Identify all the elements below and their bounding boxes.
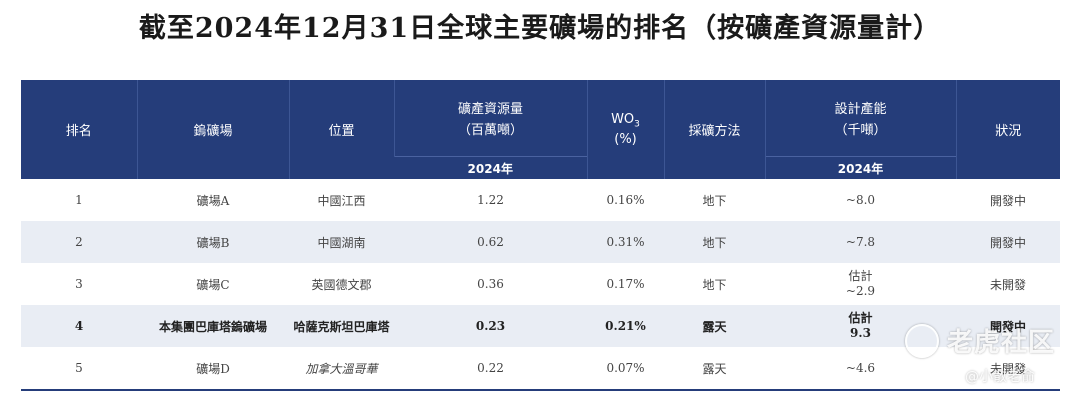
header-resource-line2: （百萬噸） [457, 123, 523, 138]
table-row-highlight: 4 本集團巴庫塔鎢礦場 哈薩克斯坦巴庫塔 0.23 0.21% 露天 估計 9.3… [21, 305, 1060, 347]
cell-capacity-line1: ~4.6 [845, 360, 876, 375]
cell-method: 露天 [664, 347, 765, 391]
cell-status: 開發中 [956, 305, 1060, 347]
header-rank: 排名 [21, 80, 137, 179]
cell-location: 中國湖南 [289, 221, 394, 263]
cell-status: 未開發 [989, 277, 1026, 292]
cell-wo3: 0.31% [587, 221, 664, 263]
header-resource-line1: 礦產資源量 [457, 102, 523, 117]
table-row: 5 礦場D 加拿大溫哥華 0.22 0.07% 露天 ~4.6 未開發 [21, 347, 1060, 391]
watermark-brand: 老虎社区 [947, 328, 1056, 358]
cell-method: 地下 [702, 193, 727, 208]
cell-resource: 1.22 [477, 193, 504, 207]
cell-status: 未開發 [956, 347, 1060, 391]
cell-location: 哈薩克斯坦巴庫塔 [289, 305, 394, 347]
cell-mine: 礦場A [196, 193, 230, 208]
header-method: 採礦方法 [663, 80, 765, 179]
watermark-handle: @小散老俞 [965, 369, 1035, 385]
header-capacity: 設計產能 （千噸） [764, 80, 956, 157]
header-capacity-year: 2024年 [764, 156, 956, 179]
table-row: 1 礦場A 中國江西 1.22 0.16% 地下 ~8.0 開發中 [21, 179, 1060, 221]
cell-mine: 礦場B [137, 221, 289, 263]
cell-rank: 5 [21, 347, 137, 391]
header-wo3: WO3 (%) [586, 80, 664, 179]
header-capacity-line1: 設計產能 [834, 102, 887, 117]
cell-wo3: 0.07% [587, 347, 664, 391]
header-resource: 礦產資源量 （百萬噸） [393, 80, 587, 157]
header-wo3-main: WO [611, 112, 635, 128]
cell-resource: 0.36 [477, 277, 504, 291]
cell-capacity-line1: ~8.0 [845, 192, 876, 207]
cell-wo3: 0.21% [587, 305, 664, 347]
watermark: 老虎社区 @小散老俞 [905, 322, 1075, 392]
cell-capacity-line1: 估計 [848, 311, 873, 325]
cell-rank: 2 [21, 221, 137, 263]
cell-capacity-line1: 估計 [848, 269, 873, 283]
cell-rank: 3 [75, 277, 83, 291]
header-mine: 鎢礦場 [136, 80, 289, 179]
cell-rank: 1 [75, 193, 83, 207]
cell-wo3: 0.16% [606, 193, 645, 207]
ranking-table-container: 排名 鎢礦場 位置 礦產資源量 （百萬噸） WO3 (%) 採礦方法 設計產能 … [21, 80, 1060, 391]
cell-capacity: ~4.6 [765, 347, 956, 391]
cell-mine: 本集團巴庫塔鎢礦場 [137, 305, 289, 347]
cell-resource: 0.22 [394, 347, 587, 391]
cell-method: 露天 [664, 305, 765, 347]
cell-location: 中國江西 [317, 193, 366, 208]
cell-location: 英國德文郡 [311, 277, 372, 292]
cell-status: 開發中 [956, 221, 1060, 263]
watermark-logo-icon [905, 324, 939, 358]
page-title: 截至2024年12月31日全球主要礦場的排名（按礦產資源量計） [138, 13, 942, 44]
cell-rank: 4 [21, 305, 137, 347]
header-status: 狀況 [955, 80, 1060, 179]
cell-mine: 礦場D [137, 347, 289, 391]
cell-wo3: 0.17% [606, 277, 645, 291]
header-location: 位置 [288, 80, 394, 179]
header-resource-year: 2024年 [394, 156, 587, 179]
mine-ranking-table: 排名 鎢礦場 位置 礦產資源量 （百萬噸） WO3 (%) 採礦方法 設計產能 … [21, 80, 1060, 391]
table-row: 3 礦場C 英國德文郡 0.36 0.17% 地下 估計 ~2.9 未開發 [21, 263, 1060, 305]
header-capacity-line2: （千噸） [834, 123, 887, 138]
cell-resource: 0.23 [394, 305, 587, 347]
cell-location: 加拿大溫哥華 [289, 347, 394, 391]
table-row: 2 礦場B 中國湖南 0.62 0.31% 地下 ~7.8 開發中 [21, 221, 1060, 263]
header-wo3-unit: (%) [614, 131, 637, 147]
cell-status: 開發中 [989, 193, 1026, 208]
cell-capacity-line1: ~7.8 [845, 234, 876, 249]
cell-mine: 礦場C [196, 277, 230, 292]
cell-method: 地下 [664, 221, 765, 263]
cell-capacity: ~7.8 [765, 221, 956, 263]
cell-capacity: ~8.0 [765, 179, 956, 221]
cell-capacity-line2: ~2.9 [845, 284, 876, 298]
header-wo3-sub: 3 [634, 119, 640, 130]
cell-capacity-line2: 9.3 [850, 326, 871, 340]
cell-resource: 0.62 [394, 221, 587, 263]
cell-method: 地下 [702, 277, 727, 292]
cell-capacity: 估計 ~2.9 [765, 263, 956, 305]
